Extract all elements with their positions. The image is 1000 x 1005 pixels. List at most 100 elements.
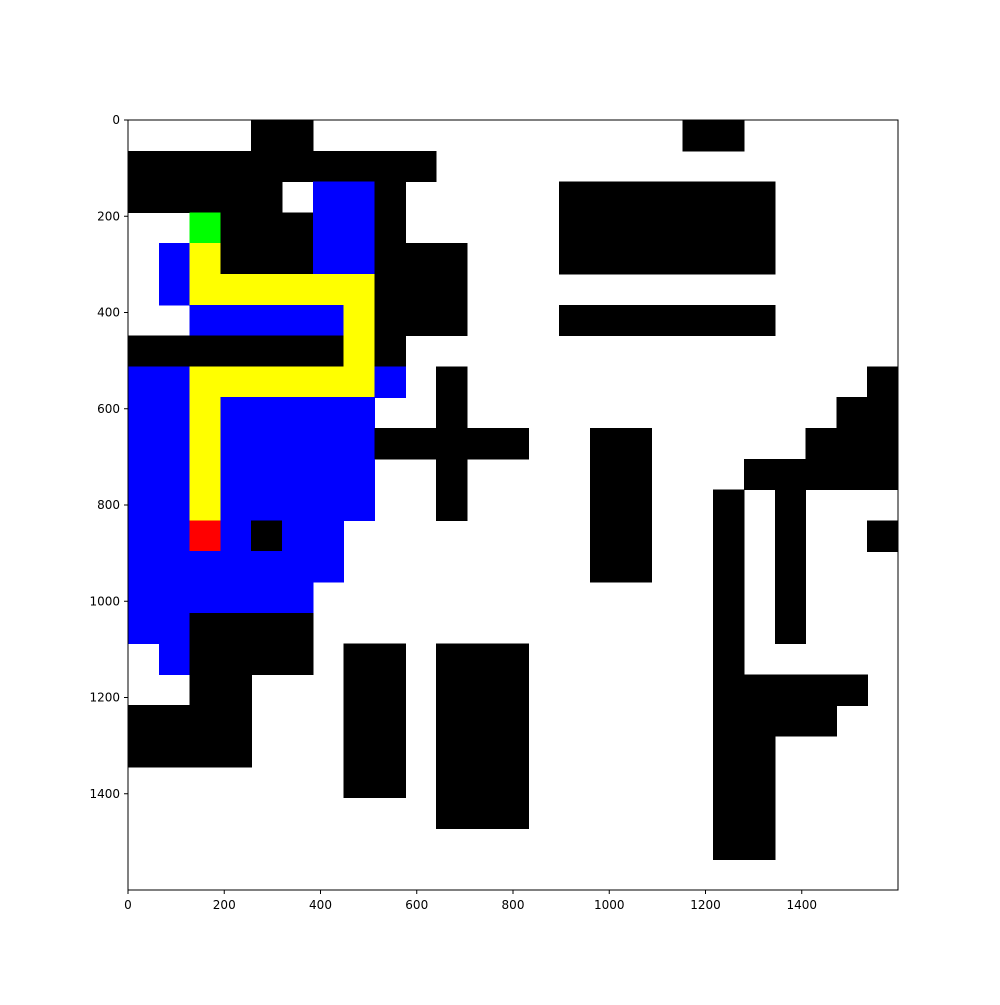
heatmap-cell — [713, 736, 745, 768]
heatmap-cell — [282, 612, 314, 645]
heatmap-cell — [220, 304, 252, 337]
heatmap-cell — [713, 828, 745, 860]
heatmap-cell — [251, 150, 283, 183]
heatmap-cell — [497, 736, 529, 768]
x-tick-label: 600 — [405, 898, 428, 912]
heatmap-cell — [713, 212, 745, 244]
heatmap-cell — [343, 304, 375, 337]
heatmap-cell — [774, 674, 807, 706]
heatmap-cell — [436, 489, 468, 521]
heatmap-cell — [282, 243, 314, 275]
heatmap-cell — [374, 705, 406, 737]
heatmap-cell — [189, 428, 221, 460]
heatmap-cell — [343, 212, 375, 244]
x-axis: 0 200 400 600 800 1000 1200 1400 — [124, 890, 817, 912]
heatmap-cell — [282, 274, 314, 306]
heatmap-cell — [343, 458, 375, 491]
heatmap-cell — [867, 366, 899, 398]
heatmap-cell — [713, 674, 745, 706]
heatmap-cell — [128, 458, 160, 491]
heatmap-cell — [220, 489, 252, 521]
heatmap-cell — [251, 304, 283, 337]
heatmap-cell — [189, 736, 221, 768]
heatmap-cell — [497, 797, 529, 829]
heatmap-cell — [343, 643, 375, 675]
heatmap-cell — [713, 582, 745, 614]
heatmap-cell — [251, 335, 283, 367]
heatmap-cell — [220, 150, 252, 183]
heatmap-cell — [282, 335, 314, 367]
heatmap-cell — [189, 520, 221, 552]
heatmap-cell — [128, 366, 160, 398]
heatmap-cell — [713, 304, 745, 337]
heatmap-cell — [559, 181, 591, 213]
heatmap-cell — [744, 766, 776, 799]
heatmap-cell — [282, 582, 314, 614]
heatmap-cell — [713, 643, 745, 675]
heatmap-cell — [312, 335, 345, 367]
heatmap-cell — [220, 366, 252, 398]
heatmap-cell — [620, 212, 653, 244]
heatmap-cell — [374, 674, 406, 706]
heatmap-cell — [559, 243, 591, 275]
heatmap-cell — [590, 212, 622, 244]
heatmap-cell — [220, 643, 252, 675]
heatmap-cell — [405, 274, 437, 306]
heatmap-cell — [466, 797, 499, 829]
heatmap-cell — [805, 705, 837, 737]
heatmap-cell — [189, 181, 221, 213]
heatmap-cell — [251, 489, 283, 521]
heatmap-cell — [713, 243, 745, 275]
heatmap-cell — [405, 243, 437, 275]
heatmap-cell — [374, 212, 406, 244]
y-tick-label: 200 — [97, 209, 120, 223]
heatmap-cell — [312, 458, 345, 491]
heatmap-cell — [251, 582, 283, 614]
heatmap-cell — [158, 612, 191, 645]
heatmap-cell — [466, 674, 499, 706]
heatmap-cell — [189, 274, 221, 306]
heatmap-cell — [744, 181, 776, 213]
heatmap-cell — [220, 736, 252, 768]
heatmap-cell — [220, 612, 252, 645]
heatmap-cell — [836, 397, 868, 429]
heatmap-cell — [682, 243, 714, 275]
heatmap-cell — [867, 428, 899, 460]
heatmap-cell — [343, 150, 375, 183]
heatmap-cell — [158, 243, 191, 275]
heatmap-cell — [620, 458, 653, 491]
heatmap-cell — [590, 181, 622, 213]
heatmap-cell — [158, 397, 191, 429]
heatmap-cell — [774, 489, 807, 521]
heatmap-cell — [220, 397, 252, 429]
heatmap-cell — [466, 736, 499, 768]
heatmap-cell — [682, 304, 714, 337]
heatmap-cell — [497, 643, 529, 675]
heatmap-cell — [590, 243, 622, 275]
heatmap-cell — [220, 674, 252, 706]
heatmap-cell — [867, 520, 899, 552]
heatmap-cell — [374, 736, 406, 768]
heatmap-cell — [158, 705, 191, 737]
heatmap-cell — [312, 489, 345, 521]
heatmap-cell — [128, 612, 160, 645]
heatmap-cell — [343, 397, 375, 429]
heatmap-cell — [713, 120, 745, 152]
heatmap-cell — [312, 397, 345, 429]
heatmap-cell — [189, 212, 221, 244]
heatmap-cell — [189, 366, 221, 398]
heatmap-cell — [189, 458, 221, 491]
heatmap-cell — [436, 304, 468, 337]
heatmap-cell — [651, 181, 683, 213]
heatmap-cell — [343, 335, 375, 367]
heatmap-cell — [374, 643, 406, 675]
heatmap-cell — [774, 612, 807, 645]
heatmap-cell — [559, 212, 591, 244]
heatmap-cell — [282, 551, 314, 583]
heatmap-cell — [251, 120, 283, 152]
heatmap-cell — [436, 274, 468, 306]
heatmap-cell — [620, 489, 653, 521]
heatmap-cell — [374, 428, 406, 460]
heatmap-cell — [282, 304, 314, 337]
heatmap-cell — [282, 520, 314, 552]
